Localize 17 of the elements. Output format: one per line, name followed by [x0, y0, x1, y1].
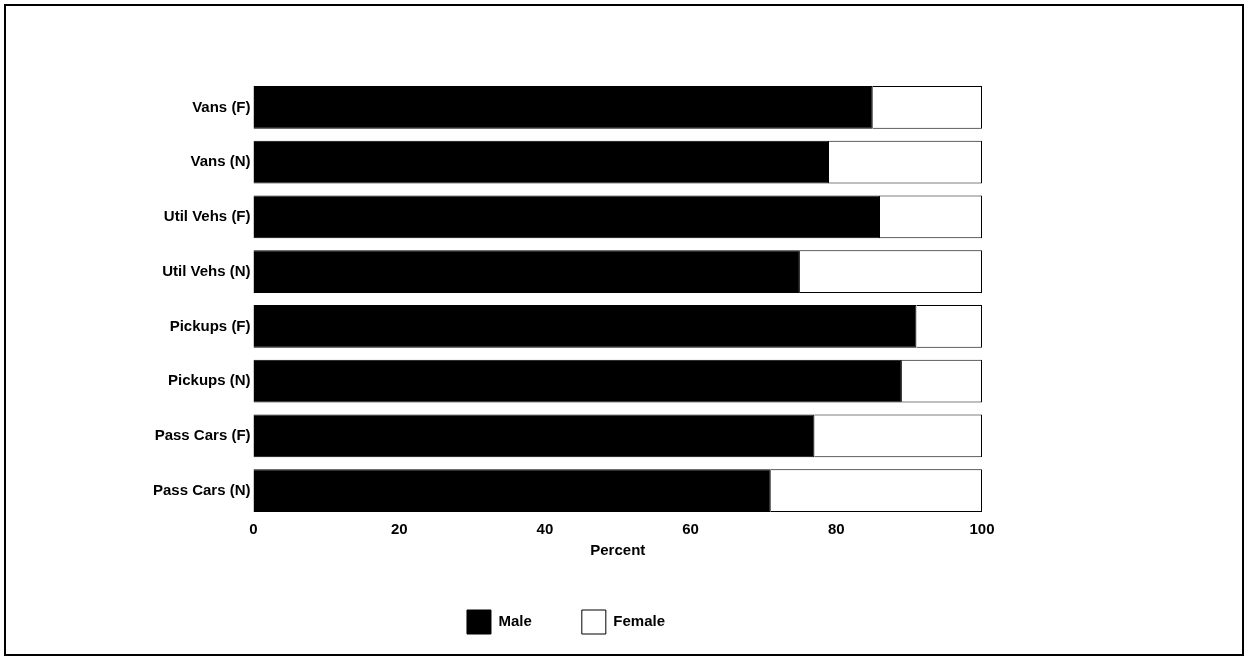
y-tick-label: Util Vehs (F) [163, 207, 251, 225]
x-tick-label: 80 [827, 520, 845, 538]
y-tick-label: Util Vehs (N) [162, 261, 251, 279]
legend-label: Female [613, 612, 666, 630]
y-tick-label: Pickups (F) [169, 316, 251, 334]
x-axis-title: Percent [590, 541, 646, 559]
x-tick-label: 20 [390, 520, 408, 538]
x-tick-label: 0 [249, 520, 258, 538]
y-tick-label: Pass Cars (F) [154, 426, 251, 444]
legend-label: Male [498, 612, 532, 630]
y-tick-label: Vans (F) [192, 97, 251, 115]
y-tick-label: Pass Cars (N) [153, 480, 251, 498]
x-tick-label: 100 [969, 520, 995, 538]
y-tick-label: Vans (N) [190, 152, 251, 170]
x-tick-label: 40 [536, 520, 554, 538]
y-tick-label: Pickups (N) [168, 371, 251, 389]
x-tick-label: 60 [682, 520, 699, 538]
